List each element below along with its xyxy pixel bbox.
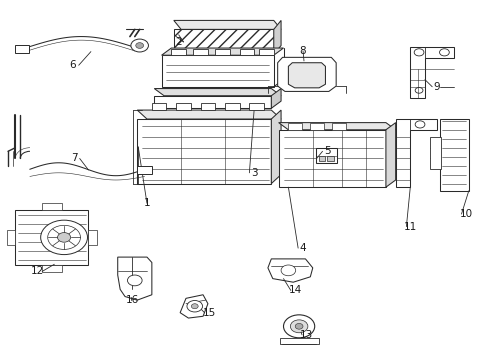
Circle shape bbox=[281, 265, 295, 276]
FancyBboxPatch shape bbox=[259, 49, 273, 55]
Polygon shape bbox=[395, 119, 436, 187]
Polygon shape bbox=[277, 57, 335, 91]
Polygon shape bbox=[137, 119, 271, 184]
FancyBboxPatch shape bbox=[331, 123, 345, 130]
FancyBboxPatch shape bbox=[224, 103, 239, 110]
FancyBboxPatch shape bbox=[429, 137, 440, 169]
FancyBboxPatch shape bbox=[176, 103, 190, 110]
FancyBboxPatch shape bbox=[6, 230, 15, 244]
Text: 10: 10 bbox=[459, 209, 472, 219]
FancyBboxPatch shape bbox=[316, 148, 336, 163]
Circle shape bbox=[127, 275, 142, 286]
Circle shape bbox=[414, 87, 422, 93]
Polygon shape bbox=[173, 30, 273, 54]
FancyBboxPatch shape bbox=[439, 119, 468, 191]
Polygon shape bbox=[271, 89, 281, 108]
FancyBboxPatch shape bbox=[152, 103, 166, 110]
Polygon shape bbox=[154, 89, 281, 96]
FancyBboxPatch shape bbox=[193, 49, 207, 55]
FancyBboxPatch shape bbox=[200, 103, 215, 110]
Polygon shape bbox=[118, 257, 152, 300]
Text: 4: 4 bbox=[299, 243, 305, 253]
Circle shape bbox=[191, 304, 198, 309]
Circle shape bbox=[48, 225, 81, 249]
Polygon shape bbox=[173, 21, 281, 30]
Text: 8: 8 bbox=[299, 46, 305, 56]
Polygon shape bbox=[288, 63, 325, 88]
Text: 13: 13 bbox=[300, 330, 313, 340]
Text: 6: 6 bbox=[69, 60, 76, 70]
Polygon shape bbox=[180, 295, 207, 318]
Circle shape bbox=[283, 315, 314, 338]
Text: 9: 9 bbox=[433, 82, 440, 92]
FancyBboxPatch shape bbox=[137, 166, 152, 174]
Polygon shape bbox=[154, 96, 271, 108]
Text: 1: 1 bbox=[143, 198, 150, 208]
FancyBboxPatch shape bbox=[310, 123, 324, 130]
Polygon shape bbox=[273, 21, 281, 54]
Text: 16: 16 bbox=[125, 295, 139, 305]
Circle shape bbox=[439, 49, 448, 56]
Circle shape bbox=[58, 233, 70, 242]
FancyBboxPatch shape bbox=[88, 230, 97, 244]
Polygon shape bbox=[409, 47, 453, 98]
Text: 14: 14 bbox=[288, 285, 302, 296]
FancyBboxPatch shape bbox=[15, 210, 88, 265]
Circle shape bbox=[290, 320, 307, 333]
Polygon shape bbox=[385, 123, 395, 187]
Polygon shape bbox=[278, 123, 395, 130]
Circle shape bbox=[413, 49, 423, 56]
Text: 11: 11 bbox=[403, 222, 416, 231]
FancyBboxPatch shape bbox=[161, 55, 273, 87]
FancyBboxPatch shape bbox=[288, 123, 302, 130]
Circle shape bbox=[295, 323, 303, 329]
Text: 12: 12 bbox=[31, 266, 44, 276]
Text: 5: 5 bbox=[324, 146, 330, 156]
FancyBboxPatch shape bbox=[42, 265, 61, 272]
FancyBboxPatch shape bbox=[15, 45, 29, 53]
Text: 2: 2 bbox=[175, 37, 182, 47]
Circle shape bbox=[136, 42, 143, 48]
FancyBboxPatch shape bbox=[279, 338, 318, 343]
Text: 15: 15 bbox=[203, 308, 216, 318]
Polygon shape bbox=[161, 48, 283, 55]
Text: 3: 3 bbox=[250, 168, 257, 178]
Circle shape bbox=[414, 121, 424, 128]
FancyBboxPatch shape bbox=[239, 49, 254, 55]
Circle shape bbox=[131, 39, 148, 52]
FancyBboxPatch shape bbox=[171, 49, 185, 55]
Polygon shape bbox=[267, 259, 312, 282]
FancyBboxPatch shape bbox=[42, 203, 61, 210]
FancyBboxPatch shape bbox=[327, 156, 333, 161]
Polygon shape bbox=[278, 130, 385, 187]
Polygon shape bbox=[271, 110, 281, 184]
FancyBboxPatch shape bbox=[318, 156, 325, 161]
Polygon shape bbox=[137, 110, 281, 119]
FancyBboxPatch shape bbox=[249, 103, 264, 110]
Circle shape bbox=[186, 301, 202, 312]
Circle shape bbox=[41, 220, 87, 255]
Text: 7: 7 bbox=[71, 153, 78, 163]
FancyBboxPatch shape bbox=[215, 49, 229, 55]
